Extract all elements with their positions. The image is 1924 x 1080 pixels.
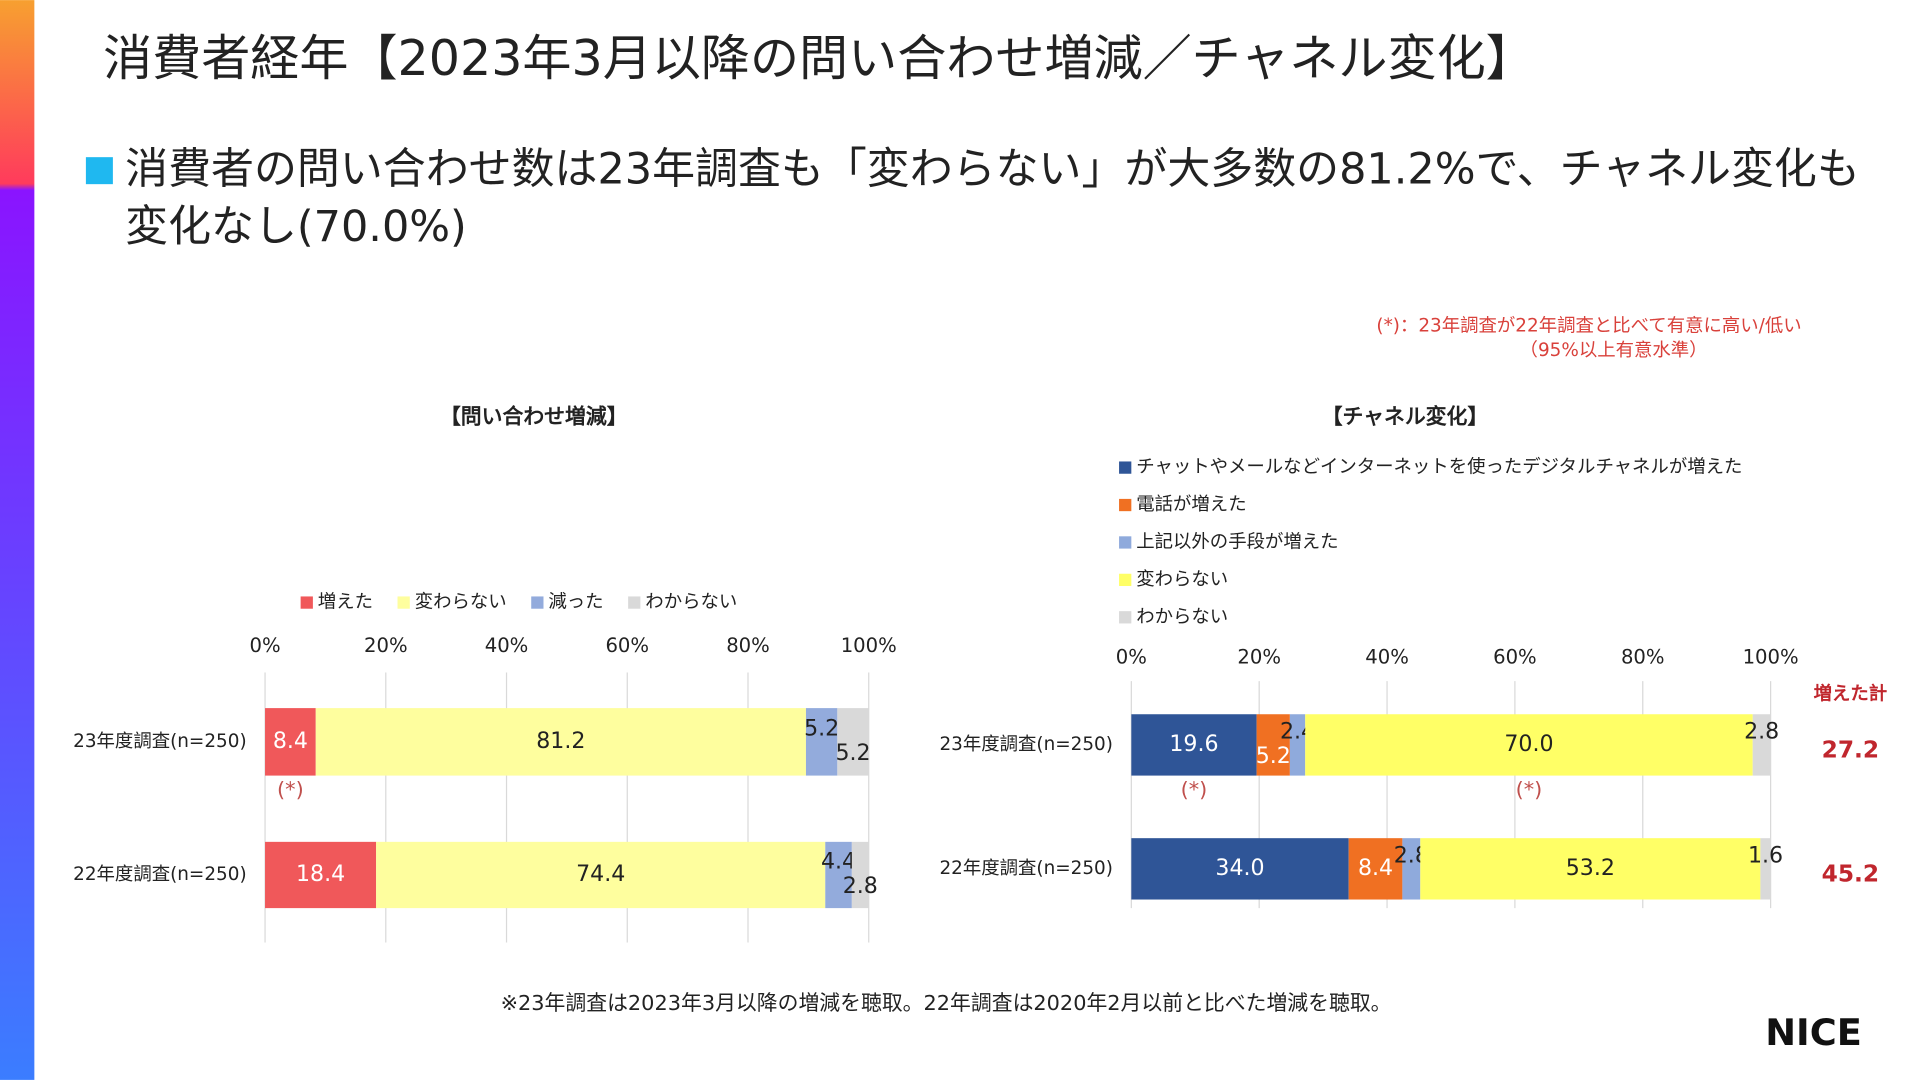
bar-segment [1348,838,1403,900]
category-label: 23年度調査(n=250) [73,731,246,752]
data-label: 53.2 [1566,856,1615,881]
significance-note: （95%以上有意水準） [1520,340,1708,361]
legend-swatch [1119,536,1132,549]
x-tick-label: 20% [1237,645,1281,668]
data-label: 34.0 [1215,856,1264,881]
category-label: 23年度調査(n=250) [939,734,1112,755]
significance-mark: (*) [1181,777,1208,801]
bar-segment [1289,714,1306,776]
data-label: 8.4 [1358,856,1393,881]
bar-segment [1760,838,1771,900]
footnote: ※23年調査は2023年3月以降の増減を聴取。22年調査は2020年2月以前と比… [501,991,1392,1015]
bar-segment [1131,714,1257,776]
legend-label: チャットやメールなどインターネットを使ったデジタルチャネルが増えた [1136,457,1742,478]
x-tick-label: 100% [841,634,897,657]
legend-label: わからない [1136,606,1228,627]
x-tick-label: 40% [1365,645,1409,668]
data-label: 81.2 [536,729,585,754]
data-label: 2.8 [843,874,878,899]
data-label: 5.2 [835,741,870,766]
legend-swatch [397,596,410,609]
totals-header: 増えた計 [1814,683,1888,705]
bar-segment [1256,714,1290,776]
data-label: 74.4 [576,862,625,887]
legend-swatch [300,596,313,609]
bar-segment [1752,714,1771,776]
x-tick-label: 60% [605,634,649,657]
legend-label: 増えた [318,592,373,613]
x-tick-label: 80% [726,634,770,657]
legend-swatch [628,596,641,609]
category-label: 22年度調査(n=250) [73,864,246,885]
legend-swatch [531,596,544,609]
x-tick-label: 0% [1116,645,1147,668]
bar-segment [265,841,377,909]
logo: NICE [1765,1011,1862,1054]
data-label: 1.6 [1748,844,1783,869]
bar-segment [1305,714,1753,776]
legend-label: わからない [645,592,737,613]
bar-segment [851,841,869,909]
bar-segment [265,708,316,776]
data-label: 4.4 [821,850,856,875]
side-bar [0,0,35,1080]
x-tick-label: 40% [485,634,529,657]
significance-mark: (*) [1516,777,1543,801]
bar-segment [315,708,806,776]
data-label: 2.8 [1744,720,1779,745]
slide-title: 消費者経年【2023年3月以降の問い合わせ増減／チャネル変化】 [103,29,1535,87]
x-tick-label: 80% [1621,645,1665,668]
bar-segment [805,708,838,776]
legend-label: 上記以外の手段が増えた [1136,531,1338,552]
bar-segment [1402,838,1421,900]
bar-segment [1131,838,1349,900]
bar-segment [1420,838,1761,900]
bullet-text: 消費者の問い合わせ数は23年調査も「変わらない」が大多数の81.2%で、チャネル… [125,144,1860,194]
x-tick-label: 20% [364,634,408,657]
chart-title: 【問い合わせ増減】 [440,404,628,428]
bar-segment [837,708,869,776]
total-value: 45.2 [1822,860,1879,887]
data-label: 70.0 [1504,732,1553,757]
data-label: 18.4 [296,862,345,887]
bar-segment [376,841,826,909]
legend-label: 変わらない [415,592,507,613]
legend-label: 減った [548,592,603,613]
bullet-marker [85,157,113,185]
x-tick-label: 60% [1493,645,1537,668]
data-label: 5.2 [804,717,839,742]
significance-mark: (*) [277,777,304,801]
legend-swatch [1119,461,1132,474]
legend-swatch [1119,611,1132,624]
total-value: 27.2 [1822,737,1879,764]
bullet-text: 変化なし(70.0%) [125,202,467,252]
chart-title: 【チャネル変化】 [1322,404,1489,428]
x-tick-label: 0% [249,634,280,657]
bar-segment [825,841,852,909]
data-label: 5.2 [1256,744,1291,769]
legend-label: 電話が増えた [1136,494,1246,515]
data-label: 8.4 [273,729,308,754]
significance-note: (*)：23年調査が22年調査と比べて有意に高い/低い [1376,315,1801,336]
legend-label: 変わらない [1136,569,1228,590]
legend-swatch [1119,498,1132,512]
category-label: 22年度調査(n=250) [939,858,1112,879]
legend-swatch [1119,573,1132,587]
x-tick-label: 100% [1743,645,1799,668]
data-label: 19.6 [1169,732,1218,757]
